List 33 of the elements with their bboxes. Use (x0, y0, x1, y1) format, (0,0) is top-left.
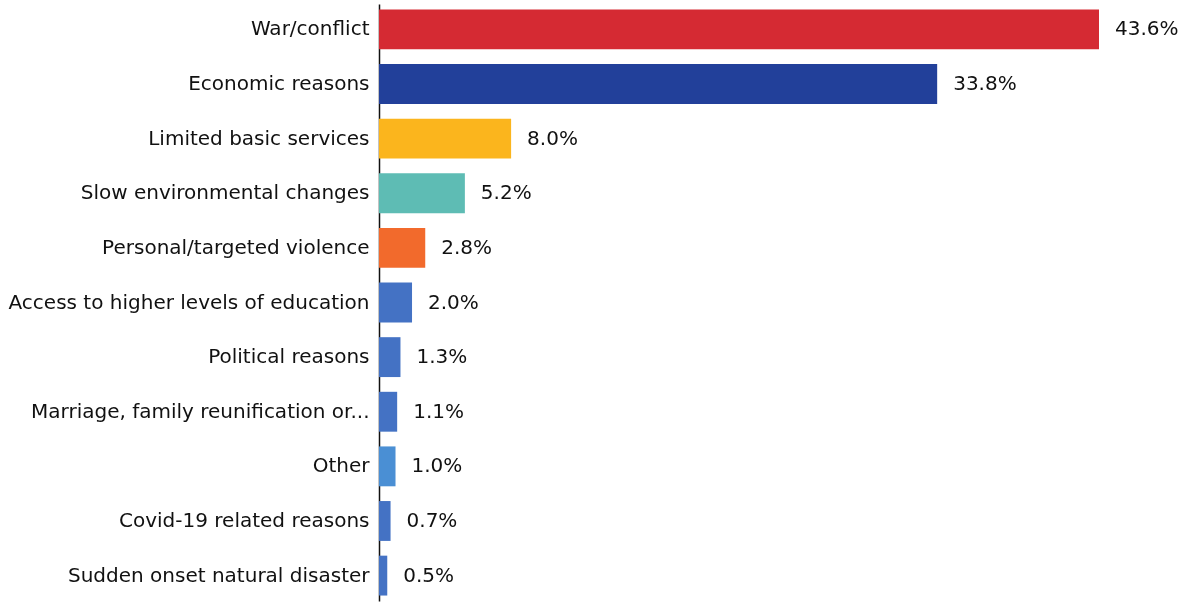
bar (379, 337, 401, 378)
data-label: 8.0% (527, 125, 578, 150)
y-tick-label: Economic reasons (188, 71, 370, 96)
y-tick-label: Access to higher levels of education (8, 289, 370, 314)
y-tick-label: Personal/targeted violence (102, 234, 370, 259)
data-label: 1.1% (413, 398, 464, 423)
data-label: 1.0% (411, 453, 463, 478)
data-label: 1.3% (416, 344, 468, 369)
data-label: 5.2% (480, 180, 532, 205)
data-label: 0.5% (403, 562, 455, 587)
y-tick-label: Slow environmental changes (80, 180, 370, 205)
y-tick-label: Sudden onset natural disaster (68, 562, 371, 587)
y-tick-label: Political reasons (208, 344, 370, 369)
bar (379, 391, 398, 432)
data-label: 2.0% (428, 289, 479, 314)
y-tick-label: Other (312, 453, 371, 478)
data-label: 33.8% (953, 71, 1017, 96)
y-tick-label: War/conflict (250, 16, 370, 41)
bar (379, 446, 396, 487)
bar (379, 9, 1099, 50)
y-tick-label: Covid-19 related reasons (118, 507, 370, 532)
bar (379, 64, 938, 104)
bar (379, 555, 388, 596)
y-tick-label: Marriage, family reunification or... (31, 398, 370, 423)
bar (379, 118, 512, 159)
y-tick-label: Limited basic services (148, 125, 370, 150)
bar (379, 501, 391, 541)
data-label: 43.6% (1115, 16, 1179, 41)
bar (379, 173, 465, 214)
bar (379, 282, 413, 323)
data-label: 2.8% (441, 234, 493, 259)
bar (379, 227, 426, 268)
data-label: 0.7% (406, 507, 458, 532)
